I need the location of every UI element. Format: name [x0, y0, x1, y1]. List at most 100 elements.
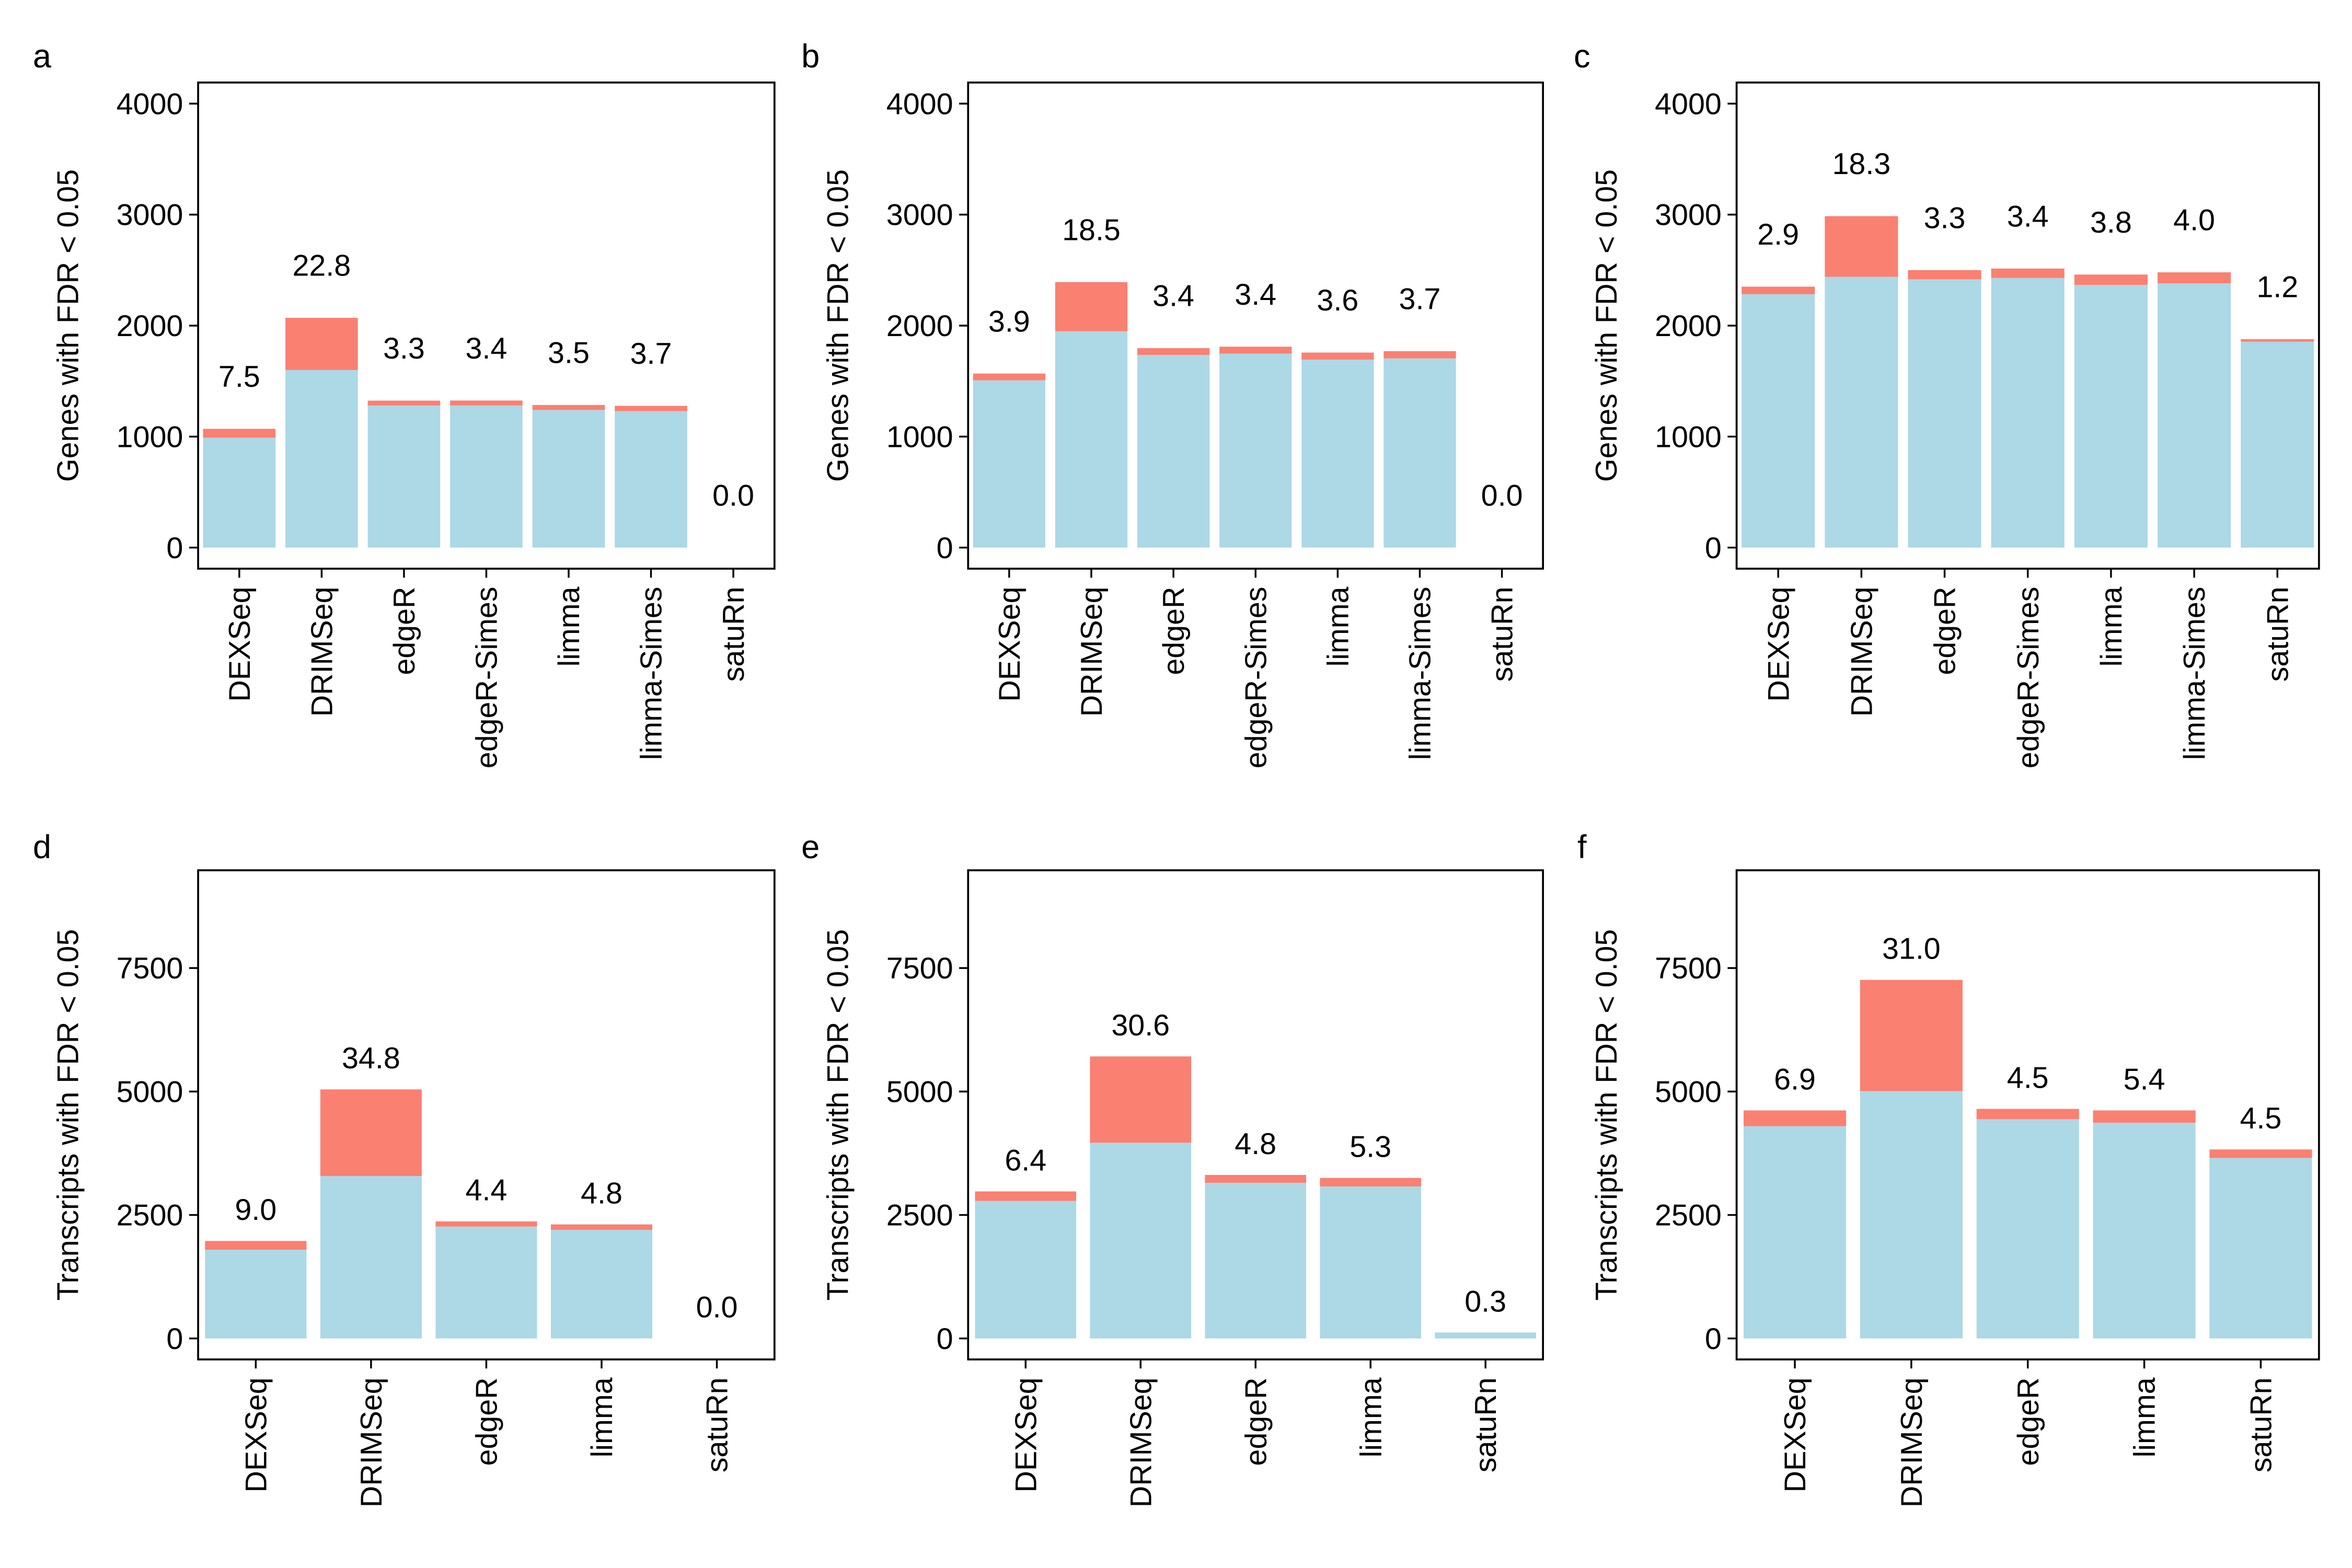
x-tick-label: limma	[585, 1377, 619, 1457]
bar-label: 3.4	[2007, 200, 2049, 233]
y-tick-label: 0	[166, 1322, 183, 1356]
y-tick-label: 4000	[1655, 87, 1722, 121]
bar-segment	[1383, 351, 1456, 359]
bar-segment	[2209, 1149, 2312, 1158]
y-axis-title: Transcripts with FDR < 0.05	[1590, 929, 1623, 1301]
bar-segment	[450, 400, 523, 406]
x-tick-label: edgeR	[388, 586, 421, 675]
x-tick-label: satuRn	[2261, 586, 2295, 682]
y-tick-label: 0	[937, 1322, 953, 1356]
y-tick-label: 5000	[886, 1075, 953, 1109]
x-tick-label: limma	[1354, 1377, 1388, 1457]
x-tick-label: edgeR	[2012, 1377, 2045, 1466]
x-tick-label: limma	[552, 586, 586, 666]
panel-label: d	[33, 829, 51, 866]
bar-segment	[285, 370, 358, 548]
bar-segment	[2158, 283, 2231, 548]
bar-label: 30.6	[1111, 1009, 1170, 1042]
bar-segment	[2158, 272, 2231, 284]
x-tick-label: DRIMSeq	[355, 1377, 388, 1507]
bar-segment	[450, 405, 523, 548]
y-tick-label: 0	[1705, 532, 1722, 565]
bar-segment	[615, 406, 687, 411]
bar-segment	[435, 1226, 537, 1339]
bar-label: 4.0	[2173, 204, 2215, 237]
panel-label: e	[801, 829, 820, 866]
x-tick-label: edgeR-Simes	[2012, 586, 2045, 768]
x-tick-label: DRIMSeq	[1124, 1377, 1158, 1507]
y-tick-label: 5000	[117, 1075, 183, 1109]
bar-segment	[1137, 355, 1210, 548]
x-tick-label: limma	[2095, 586, 2128, 666]
bar-segment	[1055, 331, 1128, 548]
bar-segment	[975, 1191, 1077, 1201]
bar-label: 18.5	[1062, 213, 1121, 247]
bar-label: 5.3	[1350, 1131, 1391, 1164]
x-tick-label: DRIMSeq	[1895, 1377, 1929, 1507]
bar-segment	[205, 1241, 307, 1250]
bar-segment	[367, 400, 441, 406]
x-tick-label: satuRn	[701, 1377, 734, 1472]
x-tick-label: satuRn	[1486, 586, 1519, 682]
y-axis-title: Genes with FDR < 0.05	[822, 169, 855, 482]
bar-segment	[367, 405, 441, 548]
y-tick-label: 7500	[1655, 952, 1722, 985]
bar-label: 3.4	[1152, 280, 1194, 313]
x-tick-label: DEXSeq	[1762, 586, 1795, 701]
bar-label: 3.7	[630, 337, 672, 371]
y-tick-label: 1000	[1655, 420, 1722, 454]
y-tick-label: 5000	[1655, 1075, 1722, 1109]
x-tick-label: DEXSeq	[239, 1377, 273, 1492]
bar-label: 3.7	[1399, 282, 1441, 316]
bar-segment	[1743, 1126, 1847, 1339]
bar-segment	[1991, 268, 2065, 278]
bar-segment	[1219, 347, 1292, 354]
bar-segment	[1825, 276, 1898, 548]
bar-label: 5.4	[2124, 1063, 2165, 1096]
panel-label: b	[801, 38, 820, 75]
x-tick-label: limma-Simes	[635, 586, 668, 760]
bar-segment	[1742, 294, 1815, 548]
x-tick-label: DEXSeq	[1779, 1377, 1812, 1492]
x-tick-label: DEXSeq	[1009, 1377, 1043, 1492]
y-tick-label: 4000	[117, 87, 183, 121]
bar-label: 4.4	[466, 1174, 508, 1207]
y-tick-label: 2500	[1655, 1199, 1722, 1232]
x-tick-label: satuRn	[2244, 1377, 2278, 1472]
bar-label: 0.0	[696, 1291, 738, 1324]
bar-label: 9.0	[235, 1193, 276, 1227]
bar-segment	[1976, 1109, 2079, 1120]
bar-segment	[1742, 286, 1815, 294]
bar-segment	[320, 1089, 422, 1177]
bar-segment	[1383, 358, 1456, 548]
x-tick-label: edgeR	[1929, 586, 1962, 675]
bar-segment	[1137, 348, 1210, 355]
bar-label: 31.0	[1882, 932, 1941, 966]
bar-segment	[2241, 339, 2314, 342]
bar-segment	[1219, 353, 1292, 548]
bar-segment	[1908, 270, 1981, 280]
bar-label: 22.8	[292, 249, 351, 283]
bar-segment	[1825, 216, 1898, 277]
y-tick-label: 2000	[117, 309, 183, 343]
x-tick-label: edgeR	[1239, 1377, 1273, 1466]
bar-label: 0.0	[1481, 479, 1523, 512]
y-tick-label: 3000	[117, 199, 183, 232]
x-tick-label: DEXSeq	[223, 586, 257, 701]
bar-segment	[205, 1250, 307, 1339]
y-tick-label: 4000	[886, 87, 953, 121]
x-tick-label: limma	[2128, 1377, 2162, 1457]
x-tick-label: edgeR	[470, 1377, 504, 1466]
bar-segment	[2209, 1158, 2312, 1339]
y-tick-label: 0	[1705, 1322, 1722, 1356]
y-axis-title: Transcripts with FDR < 0.05	[51, 929, 85, 1301]
bar-label: 1.2	[2256, 271, 2298, 304]
plot-frame	[1735, 82, 2320, 570]
y-tick-label: 7500	[117, 952, 183, 985]
y-axis-title: Transcripts with FDR < 0.05	[822, 929, 855, 1301]
y-axis-title: Genes with FDR < 0.05	[51, 169, 85, 482]
bar-segment	[1435, 1332, 1536, 1339]
bar-segment	[203, 429, 276, 438]
y-tick-label: 0	[937, 532, 953, 565]
